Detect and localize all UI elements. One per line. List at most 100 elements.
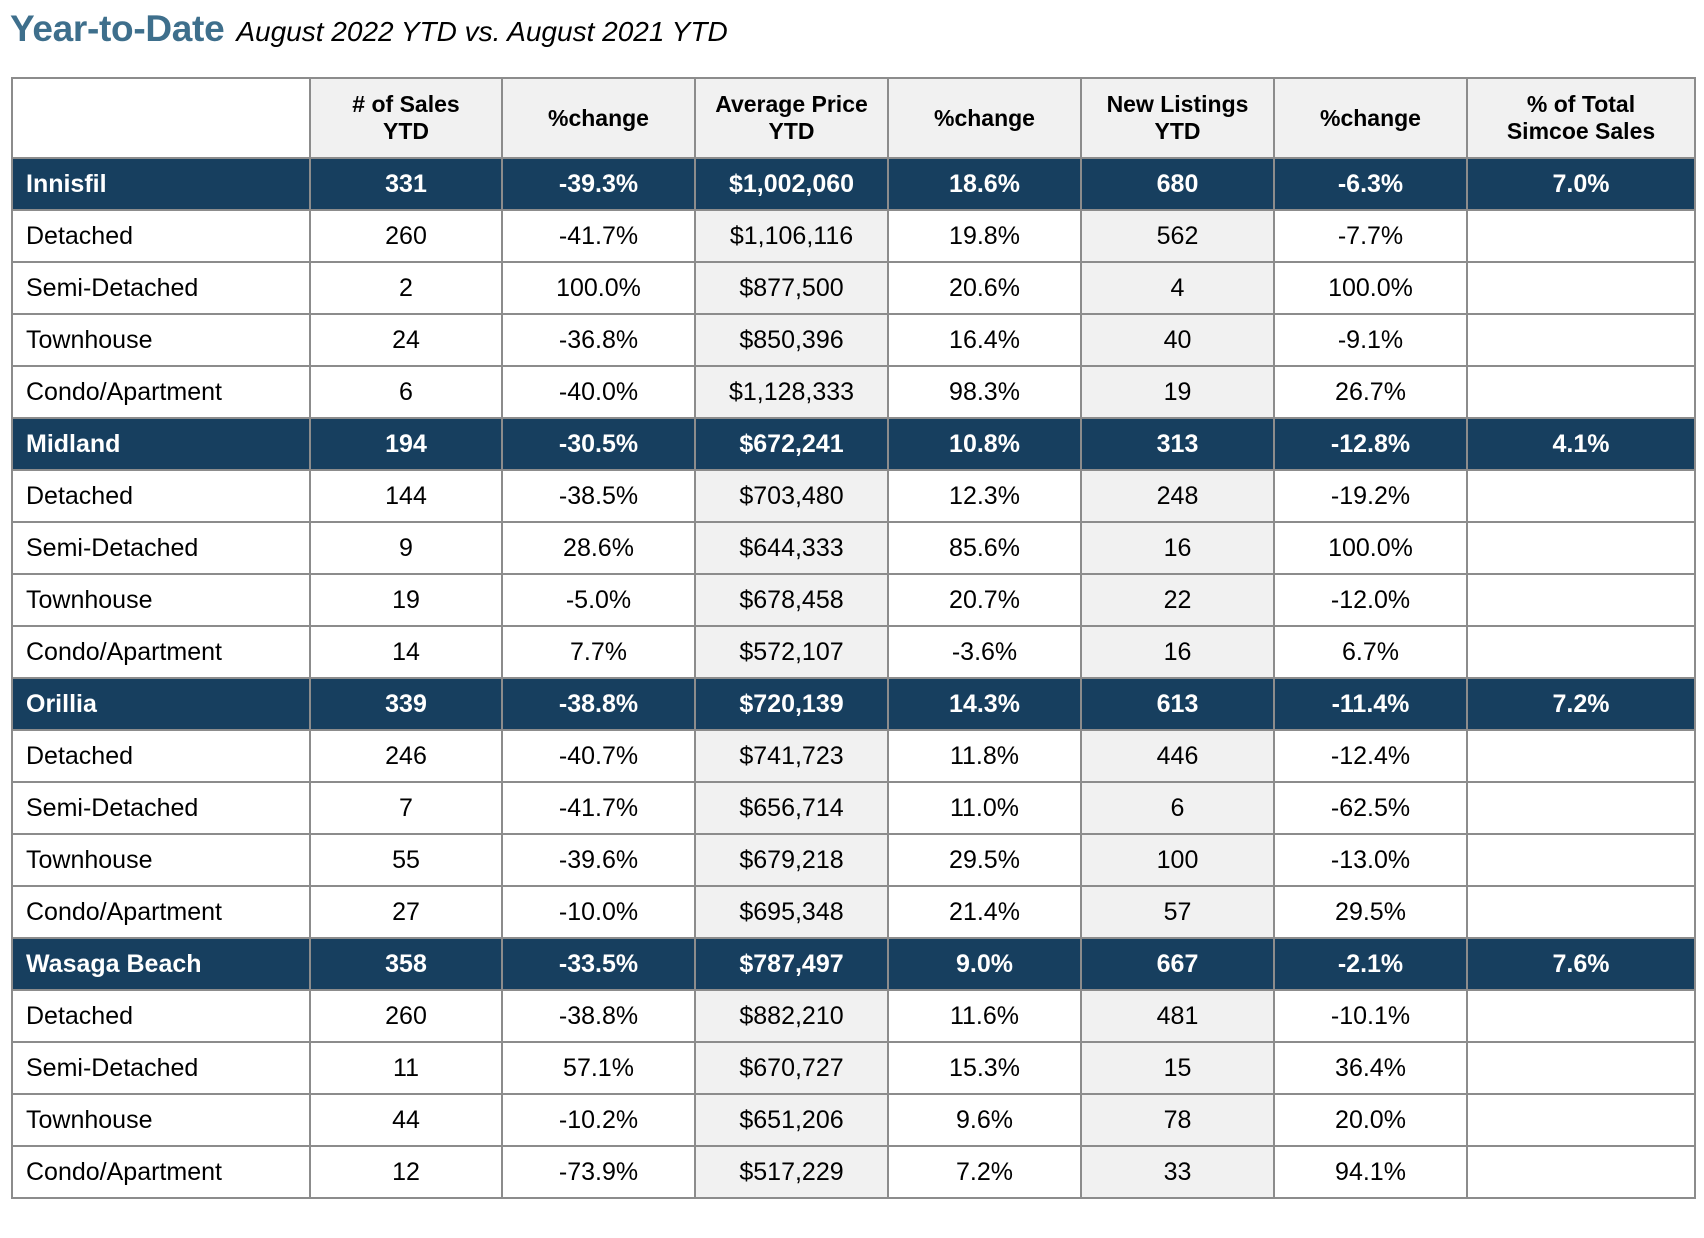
region-cell: $720,139 [694,677,889,731]
region-cell: 14.3% [887,677,1082,731]
table-cell: $572,107 [694,625,889,679]
table-cell: 40 [1080,313,1275,367]
table-cell: 7.7% [501,625,696,679]
table-row: Townhouse 24 -36.8% $850,396 16.4% 40 -9.1% [11,313,1696,367]
table-cell: 57 [1080,885,1275,939]
table-cell: $651,206 [694,1093,889,1147]
table-header-row: # of Sales YTD %change Average Price YTD %cha… [11,77,1696,159]
table-cell [1466,729,1696,783]
table-cell: -41.7% [501,209,696,263]
region-name: Orillia [11,677,311,731]
property-type-label: Semi-Detached [11,1041,311,1095]
table-cell: 21.4% [887,885,1082,939]
region-cell: 7.2% [1466,677,1696,731]
table-header-label: %change [1320,104,1421,131]
table-cell: 14 [309,625,503,679]
property-type-label: Townhouse [11,313,311,367]
table-row: Semi-Detached 7 -41.7% $656,714 11.0% 6 -62.5% [11,781,1696,835]
region-row: Orillia 339 -38.8% $720,139 14.3% 613 -11.4% 7.… [11,677,1696,731]
table-cell: 19.8% [887,209,1082,263]
table-cell: 446 [1080,729,1275,783]
region-name: Innisfil [11,157,311,211]
property-type-label: Townhouse [11,1093,311,1147]
region-name: Midland [11,417,311,471]
table-cell: 562 [1080,209,1275,263]
table-cell: 12.3% [887,469,1082,523]
table-cell: $678,458 [694,573,889,627]
table-cell: -62.5% [1273,781,1468,835]
table-cell [1466,469,1696,523]
table-header-label: New Listings [1106,91,1249,117]
table-cell: -10.1% [1273,989,1468,1043]
table-cell: -13.0% [1273,833,1468,887]
region-cell: 358 [309,937,503,991]
property-type-label: Detached [11,209,311,263]
table-cell: 11.8% [887,729,1082,783]
table-cell: 16 [1080,521,1275,575]
table-cell: 11 [309,1041,503,1095]
table-cell: 6 [309,365,503,419]
table-cell [1466,833,1696,887]
region-cell: 613 [1080,677,1275,731]
table-cell: -9.1% [1273,313,1468,367]
table-cell: $850,396 [694,313,889,367]
region-row: Innisfil 331 -39.3% $1,002,060 18.6% 680 -6.3%… [11,157,1696,211]
table-cell: 481 [1080,989,1275,1043]
region-cell: 194 [309,417,503,471]
table-cell: 4 [1080,261,1275,315]
table-cell: 7 [309,781,503,835]
region-cell: 313 [1080,417,1275,471]
table-cell: -7.7% [1273,209,1468,263]
region-cell: 7.6% [1466,937,1696,991]
table-cell: 7.2% [887,1145,1082,1199]
table-cell: 28.6% [501,521,696,575]
table-cell [1466,365,1696,419]
table-cell: -39.6% [501,833,696,887]
table-cell: 16.4% [887,313,1082,367]
table-cell: $1,128,333 [694,365,889,419]
table-cell: -12.4% [1273,729,1468,783]
table-cell: $882,210 [694,989,889,1043]
table-cell: -38.5% [501,469,696,523]
table-cell: 246 [309,729,503,783]
table-cell: $703,480 [694,469,889,523]
table-row: Condo/Apartment 6 -40.0% $1,128,333 98.3% 19 2… [11,365,1696,419]
table-header-cell: %change [1273,77,1468,159]
table-row: Semi-Detached 9 28.6% $644,333 85.6% 16 100.0% [11,521,1696,575]
property-type-label: Condo/Apartment [11,885,311,939]
region-cell: $672,241 [694,417,889,471]
ytd-sales-table: # of Sales YTD %change Average Price YTD %cha… [11,77,1696,1199]
table-cell: -3.6% [887,625,1082,679]
table-cell: 16 [1080,625,1275,679]
region-cell: -11.4% [1273,677,1468,731]
table-cell: 57.1% [501,1041,696,1095]
table-cell: -38.8% [501,989,696,1043]
region-name: Wasaga Beach [11,937,311,991]
table-header-label: Average Price [715,91,868,117]
table-cell: 100 [1080,833,1275,887]
property-type-label: Townhouse [11,573,311,627]
property-type-label: Semi-Detached [11,521,311,575]
table-header-label: %change [548,104,649,131]
region-cell: 339 [309,677,503,731]
table-cell: -41.7% [501,781,696,835]
table-cell: 9 [309,521,503,575]
table-header-label: Simcoe Sales [1506,118,1656,144]
table-cell [1466,781,1696,835]
table-cell: -19.2% [1273,469,1468,523]
table-row: Detached 260 -38.8% $882,210 11.6% 481 -10.1% [11,989,1696,1043]
region-cell: 9.0% [887,937,1082,991]
table-cell: $695,348 [694,885,889,939]
table-header-cell: %change [887,77,1082,159]
page-subtitle: August 2022 YTD vs. August 2021 YTD [236,16,728,47]
region-cell: $787,497 [694,937,889,991]
table-row: Condo/Apartment 12 -73.9% $517,229 7.2% 33 94.… [11,1145,1696,1199]
property-type-label: Detached [11,469,311,523]
table-cell: -10.2% [501,1093,696,1147]
table-cell: 11.0% [887,781,1082,835]
table-cell [1466,313,1696,367]
region-row: Wasaga Beach 358 -33.5% $787,497 9.0% 667 -2.1… [11,937,1696,991]
region-cell: 10.8% [887,417,1082,471]
table-cell: 22 [1080,573,1275,627]
region-cell: 667 [1080,937,1275,991]
